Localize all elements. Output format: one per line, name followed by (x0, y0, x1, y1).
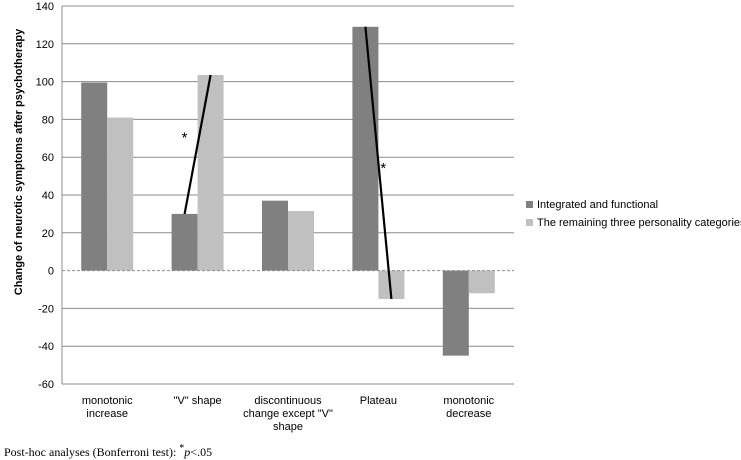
y-tick-label: -60 (38, 379, 54, 391)
category-label: change except "V" (243, 408, 333, 420)
category-label: increase (86, 408, 128, 420)
y-tick-label: 120 (36, 39, 54, 51)
y-tick-label: -40 (38, 341, 54, 353)
y-tick-label: 0 (48, 266, 54, 278)
bar-integrated-3 (352, 26, 379, 271)
bars (81, 26, 495, 356)
y-tick-label: 60 (42, 152, 54, 164)
significance-line (364, 26, 393, 300)
bar-integrated-4 (442, 270, 469, 356)
category-label: monotonic (82, 395, 133, 407)
bar-remaining-2 (288, 211, 314, 271)
bar-integrated-1 (171, 213, 198, 271)
legend: Integrated and functional The remaining t… (526, 199, 741, 229)
bar-integrated-2 (262, 200, 288, 271)
footnote-italic: p (184, 445, 191, 459)
category-label: monotonic (443, 395, 494, 407)
gridlines (61, 5, 514, 385)
y-tick-label: 80 (42, 114, 54, 126)
significance-line (183, 74, 212, 215)
legend-label: The remaining three personality categori… (537, 217, 741, 229)
footnote-text: Post-hoc analyses (Bonferroni test): (4, 445, 180, 459)
footnote: Post-hoc analyses (Bonferroni test): *p<… (4, 443, 212, 460)
footnote-sup: * (179, 443, 185, 454)
category-label: discontinuous (254, 395, 322, 407)
bar-remaining-4 (468, 270, 495, 294)
category-label: shape (273, 421, 303, 433)
category-label: "V" shape (174, 395, 222, 407)
category-label: decrease (446, 408, 491, 420)
significance-star: * (380, 160, 386, 177)
significance-lines: ** (182, 26, 393, 300)
y-tick-label: 40 (42, 190, 54, 202)
bar-remaining-1 (197, 74, 224, 271)
category-label: Plateau (360, 395, 397, 407)
y-tick-label: 20 (42, 228, 54, 240)
bar-remaining-0 (107, 117, 134, 271)
footnote-tail: <.05 (190, 445, 213, 459)
legend-swatch (526, 219, 533, 226)
y-tick-label: 100 (36, 77, 54, 89)
significance-star: * (182, 129, 188, 146)
legend-label: Integrated and functional (537, 199, 658, 211)
legend-swatch (526, 201, 533, 208)
y-axis-title: Change of neurotic symptoms after psycho… (13, 28, 25, 295)
y-tick-labels: -60 -40 -20 0 20 40 60 80 100 120 140 (36, 1, 54, 391)
y-tick-label: 140 (36, 1, 54, 13)
y-tick-label: -20 (38, 303, 54, 315)
bar-integrated-0 (81, 82, 108, 271)
